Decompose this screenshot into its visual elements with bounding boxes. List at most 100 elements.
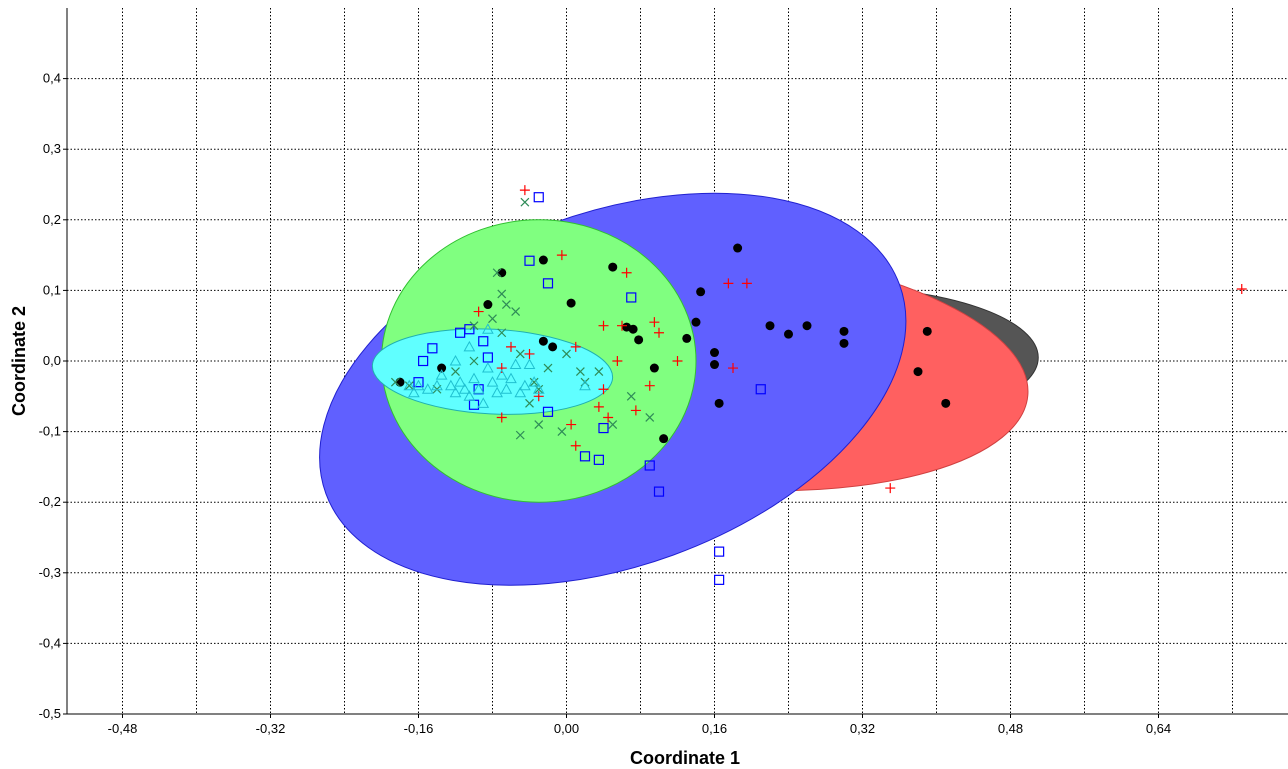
point-plus-2	[473, 306, 484, 317]
point-triangle-11	[468, 372, 480, 384]
point-cross-20	[594, 367, 604, 377]
point-plus-20	[649, 317, 660, 328]
point-dot-19	[714, 398, 724, 408]
point-plus-18	[630, 405, 641, 416]
point-plus-11	[593, 401, 604, 412]
point-plus-5	[496, 363, 507, 374]
point-plus-8	[566, 419, 577, 430]
point-cross-12	[543, 363, 553, 373]
point-triangle-3	[421, 383, 434, 394]
point-dot-2	[483, 300, 493, 310]
point-triangle-29	[579, 379, 591, 391]
data-points	[390, 185, 1247, 585]
y-axis-title: Coordinate 2	[9, 306, 29, 416]
point-square-0	[418, 355, 429, 367]
point-dot-6	[548, 342, 558, 352]
point-plus-26	[885, 483, 896, 494]
point-plus-16	[617, 320, 627, 331]
point-cross-21	[608, 420, 618, 429]
point-plus-12	[598, 320, 609, 331]
point-dot-8	[608, 262, 618, 272]
y-tick-label-5: 0,0	[43, 353, 61, 368]
point-cross-24	[404, 381, 414, 391]
x-tick-label-3: 0,00	[554, 721, 579, 736]
point-square-20	[714, 574, 725, 585]
point-dot-27	[922, 326, 932, 336]
point-cross-3	[501, 300, 511, 309]
y-tick-label-9: 0,4	[43, 71, 61, 86]
point-dot-5	[538, 255, 548, 265]
point-dot-24	[839, 338, 849, 348]
point-square-4	[464, 324, 475, 335]
y-tick-label-2: -0,3	[39, 565, 61, 580]
point-cross-22	[645, 413, 655, 422]
point-dot-14	[682, 333, 692, 343]
point-dot-26	[913, 367, 923, 377]
point-square-1	[413, 377, 424, 388]
point-dot-25	[839, 326, 849, 336]
point-square-21	[755, 384, 766, 395]
point-triangle-17	[495, 369, 508, 380]
y-tick-label-0: -0,5	[39, 706, 61, 721]
point-cross-6	[511, 307, 521, 317]
point-square-14	[593, 454, 604, 465]
x-tick-label-5: 0,32	[850, 721, 875, 736]
point-plus-13	[598, 384, 609, 395]
point-triangle-12	[472, 383, 485, 394]
point-plus-1	[556, 250, 567, 261]
point-cross-0	[520, 197, 530, 207]
point-square-9	[524, 255, 535, 266]
point-plus-23	[723, 278, 734, 289]
point-square-13	[579, 451, 591, 462]
point-cross-9	[515, 349, 525, 359]
point-triangle-5	[435, 369, 448, 380]
x-tick-label-6: 0,48	[998, 721, 1023, 736]
point-triangle-7	[449, 386, 462, 398]
point-plus-19	[644, 380, 655, 391]
point-dot-4	[538, 336, 548, 346]
point-triangle-13	[477, 397, 490, 408]
point-dot-17	[710, 360, 719, 370]
x-tick-label-7: 0,64	[1146, 721, 1171, 736]
point-plus-17	[621, 267, 632, 278]
x-tick-label-2: -0,16	[404, 721, 434, 736]
point-cross-15	[515, 430, 525, 440]
point-square-10	[533, 192, 544, 203]
y-tick-label-8: 0,3	[43, 141, 61, 156]
point-triangle-25	[532, 383, 545, 394]
point-dot-10	[628, 324, 638, 334]
point-cross-7	[497, 328, 507, 338]
x-tick-label-0: -0,48	[108, 721, 138, 736]
point-triangle-14	[482, 362, 494, 373]
point-dot-18	[710, 348, 719, 358]
point-square-6	[482, 352, 493, 363]
y-tick-label-7: 0,2	[43, 212, 61, 227]
point-triangle-4	[431, 379, 443, 391]
point-plus-9	[570, 440, 581, 451]
point-plus-27	[1236, 283, 1247, 294]
x-tick-label-1: -0,32	[256, 721, 286, 736]
point-dot-21	[765, 321, 775, 331]
point-cross-16	[557, 427, 567, 437]
point-dot-1	[437, 363, 447, 373]
x-tick-label-4: 0,16	[702, 721, 727, 736]
point-plus-3	[506, 341, 516, 352]
point-square-5	[478, 336, 489, 347]
point-square-19	[714, 546, 725, 557]
point-triangle-9	[458, 383, 471, 394]
point-triangle-24	[528, 376, 540, 387]
point-triangle-0	[403, 379, 416, 391]
point-cross-14	[534, 420, 544, 429]
point-plus-21	[654, 327, 664, 338]
y-tick-label-3: -0,2	[39, 494, 61, 509]
point-triangle-1	[408, 386, 420, 398]
point-plus-14	[603, 412, 614, 423]
point-square-15	[598, 422, 609, 434]
point-triangle-21	[514, 386, 527, 398]
point-cross-27	[451, 367, 460, 377]
point-cross-23	[626, 391, 636, 401]
point-dot-22	[784, 329, 793, 339]
point-dot-16	[696, 287, 706, 297]
point-plus-4	[524, 348, 535, 359]
point-triangle-23	[523, 358, 536, 370]
